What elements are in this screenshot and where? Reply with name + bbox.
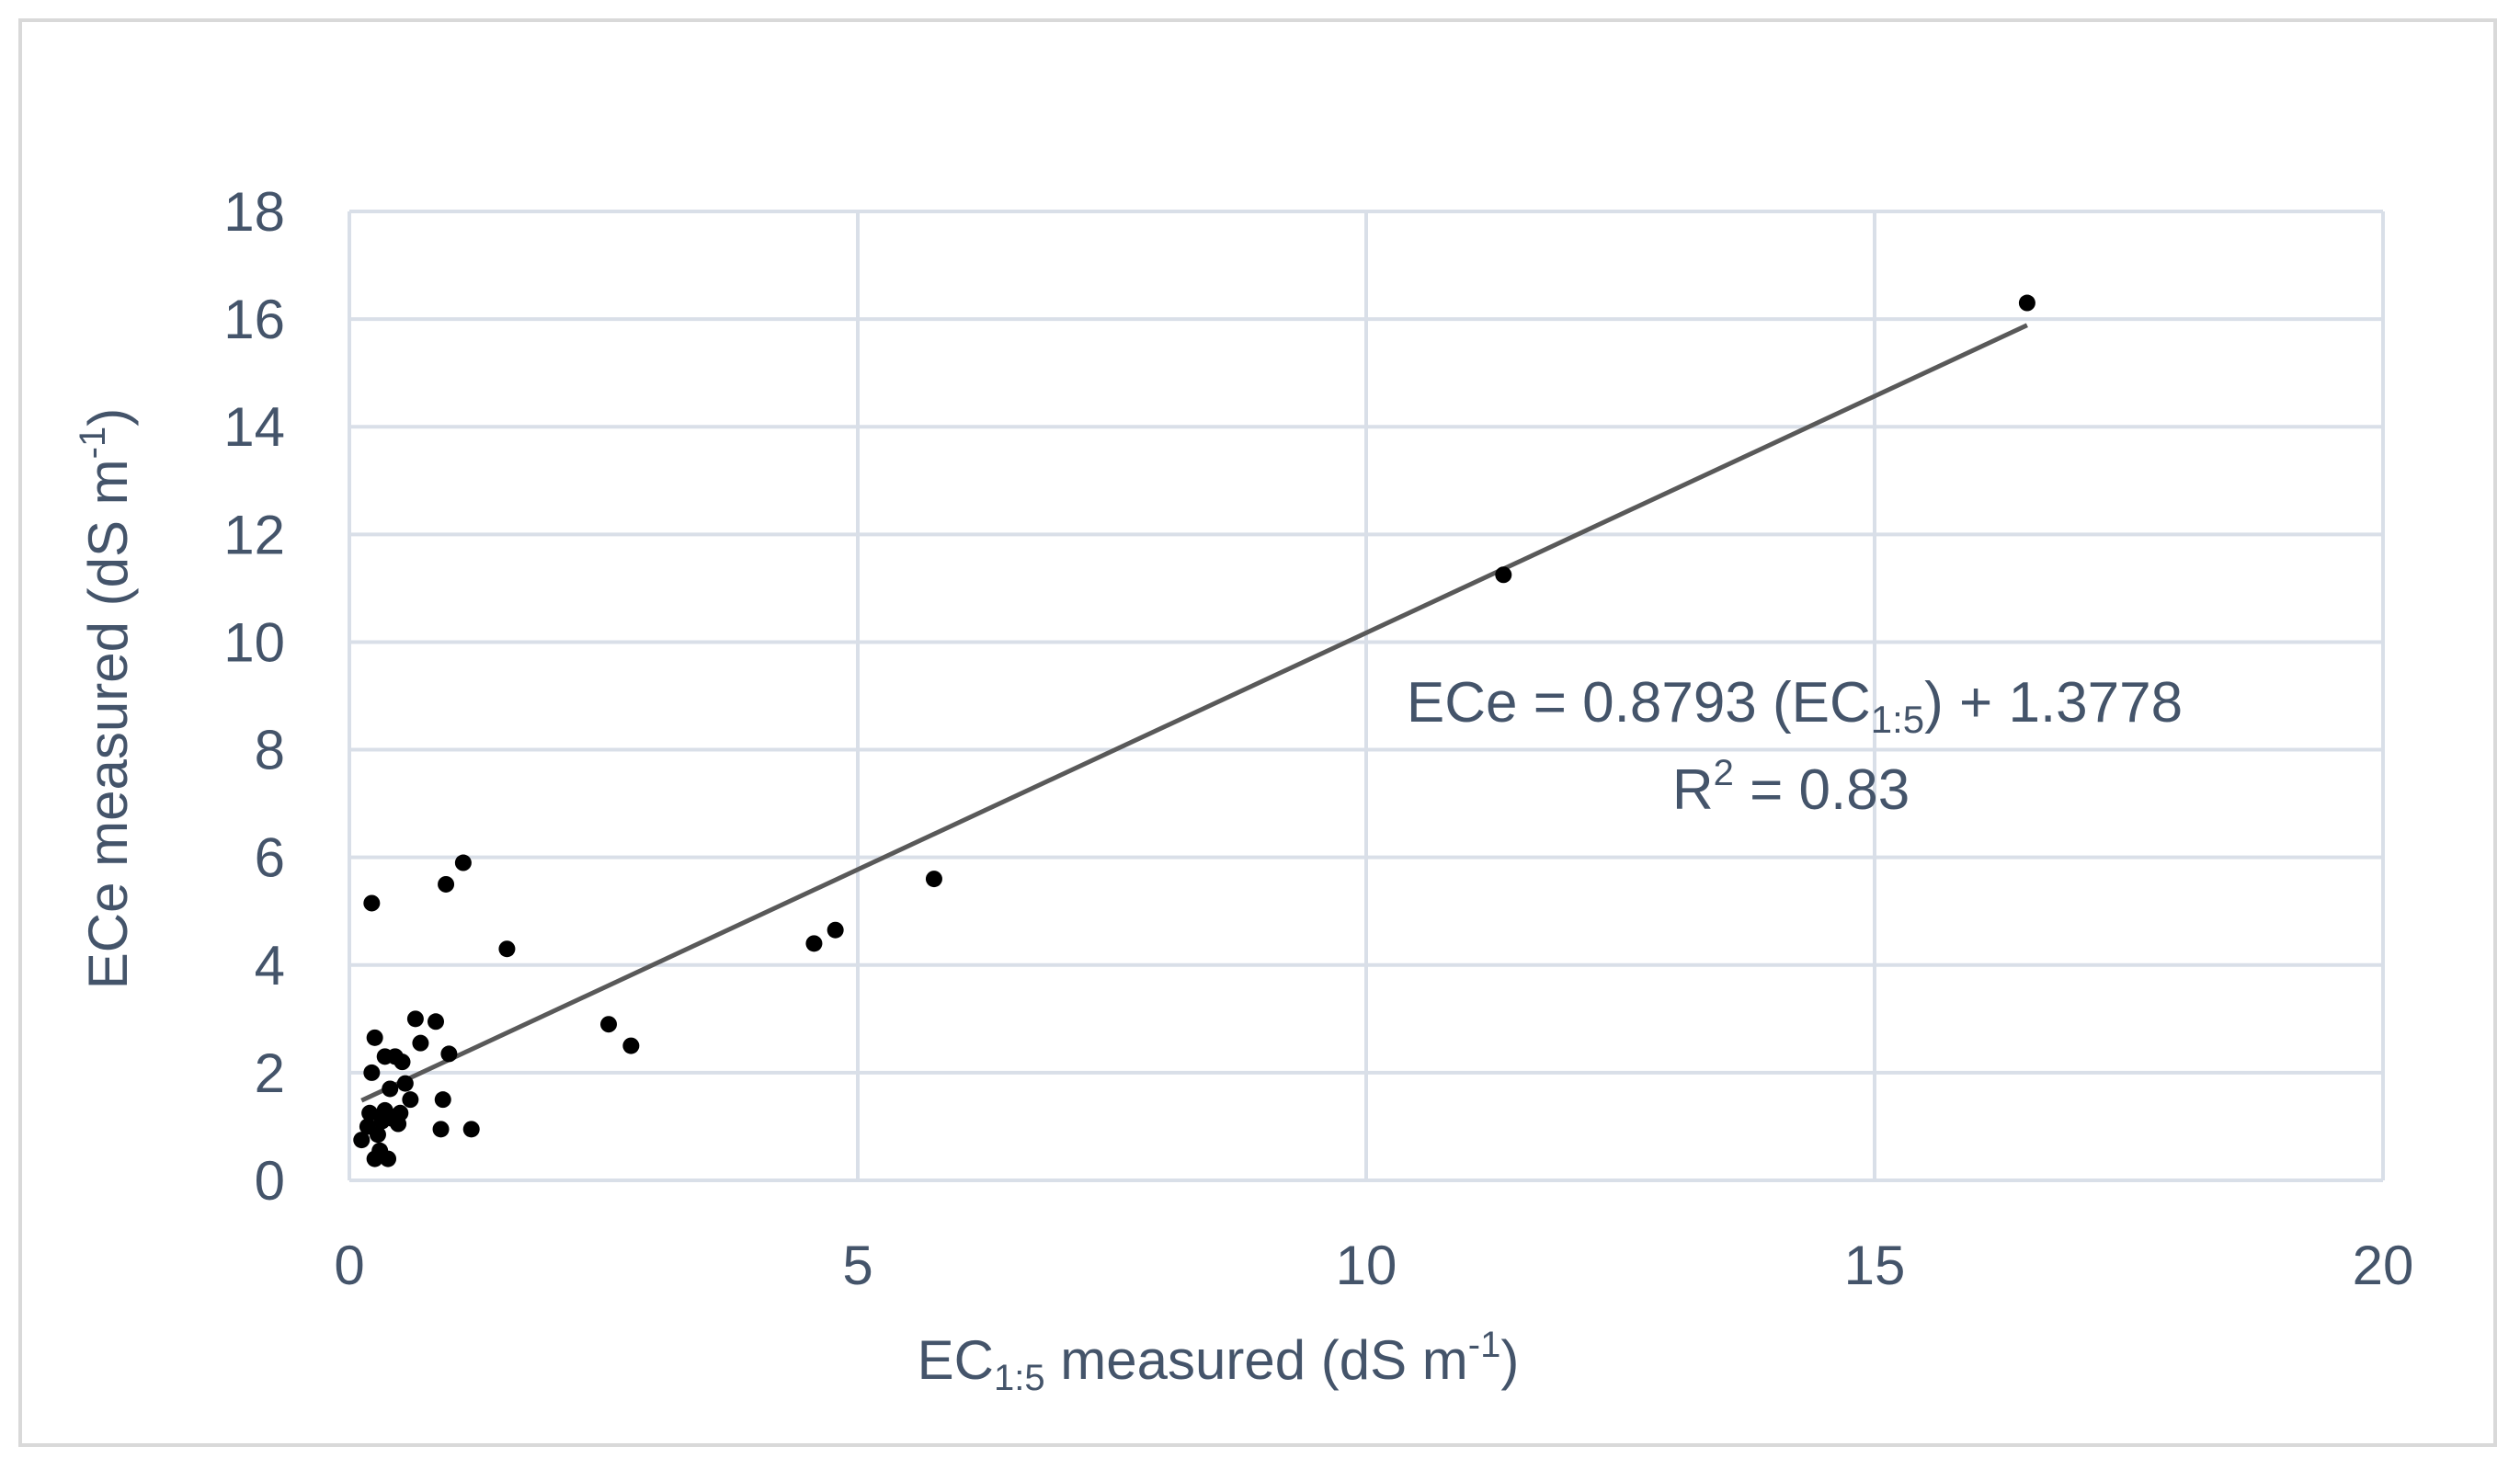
y-tick-label: 12: [223, 504, 285, 565]
trendline-group: [360, 323, 2028, 1103]
x-tick-label: 10: [1336, 1235, 1397, 1296]
y-tick-label: 16: [223, 289, 285, 350]
data-point: [454, 854, 472, 871]
data-point: [363, 1064, 381, 1081]
data-point: [440, 1045, 458, 1063]
x-tick-label: 20: [2353, 1235, 2414, 1296]
y-tick-label: 10: [223, 611, 285, 673]
data-point: [1495, 566, 1512, 584]
x-tick-label: 0: [334, 1235, 364, 1296]
data-point: [382, 1080, 399, 1098]
data-point: [622, 1037, 640, 1054]
trendline-equation: ECe = 0.8793 (EC1:5) + 1.3778: [1407, 671, 2183, 741]
data-point: [438, 875, 455, 893]
r-squared-label: R2 = 0.83: [1672, 753, 1910, 822]
data-points: [353, 294, 2035, 1167]
x-tick-label: 5: [842, 1235, 872, 1296]
y-tick-label: 8: [255, 720, 285, 781]
data-point: [363, 894, 381, 912]
data-point: [392, 1104, 409, 1122]
data-point: [434, 1091, 451, 1109]
data-point: [805, 935, 823, 952]
y-tick-label: 18: [223, 181, 285, 243]
x-axis-title: EC1:5 measured (dS m-1): [918, 1325, 1520, 1398]
y-tick-label: 4: [255, 935, 285, 996]
trendline: [360, 323, 2028, 1103]
grid: [349, 210, 2385, 1180]
axes: [348, 211, 2383, 1182]
data-point: [432, 1121, 450, 1138]
data-point: [462, 1121, 480, 1138]
data-point: [396, 1075, 414, 1092]
y-tick-label: 14: [223, 396, 285, 458]
data-point: [498, 940, 516, 958]
data-point: [428, 1013, 445, 1031]
data-point: [380, 1150, 397, 1167]
data-point: [369, 1126, 386, 1144]
tick-labels: 0 2 4 6 8 10 12 14 16 18 0 5 10 15 20: [223, 181, 2413, 1296]
data-point: [600, 1016, 618, 1033]
x-tick-label: 15: [1844, 1235, 1906, 1296]
y-tick-label: 6: [255, 827, 285, 889]
data-point: [827, 921, 844, 939]
data-point: [412, 1034, 429, 1052]
y-tick-label: 2: [255, 1042, 285, 1104]
data-point: [361, 1104, 379, 1122]
data-point: [366, 1029, 383, 1046]
y-axis-title: ECe measured (dS m-1): [73, 408, 139, 989]
data-point: [925, 871, 942, 888]
data-point: [406, 1010, 424, 1028]
data-point: [393, 1053, 411, 1071]
y-tick-label: 0: [255, 1150, 285, 1212]
chart-frame: [18, 18, 2497, 1447]
data-point: [2018, 294, 2035, 312]
data-point: [402, 1091, 419, 1109]
data-point: [353, 1132, 371, 1149]
